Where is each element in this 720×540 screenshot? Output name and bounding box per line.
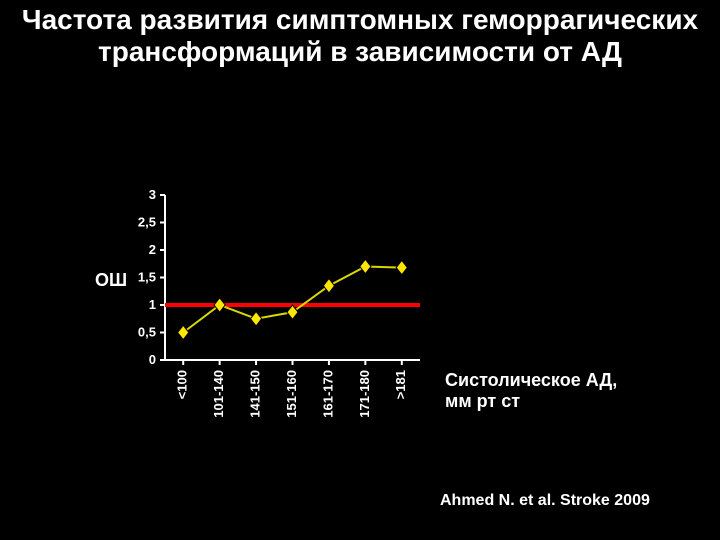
- svg-text:1,5: 1,5: [138, 270, 156, 285]
- svg-text:>181: >181: [393, 370, 408, 399]
- slide: { "title": "Частота развития симптомных …: [0, 0, 720, 540]
- svg-text:1: 1: [149, 297, 156, 312]
- svg-text:101-140: 101-140: [211, 370, 226, 418]
- svg-text:<100: <100: [175, 370, 190, 399]
- svg-text:161-170: 161-170: [320, 370, 335, 418]
- svg-text:141-150: 141-150: [248, 370, 263, 418]
- svg-text:151-160: 151-160: [284, 370, 299, 418]
- x-axis-label: Систолическое АД, мм рт ст: [445, 370, 645, 411]
- svg-text:0,5: 0,5: [138, 325, 156, 340]
- slide-title: Частота развития симптомных геморрагичес…: [0, 4, 720, 68]
- svg-text:171-180: 171-180: [357, 370, 372, 418]
- citation-text: Ahmed N. et al. Stroke 2009: [440, 492, 650, 510]
- line-chart: 0 0,5 1 1,5 2 2,5 3 <100 101-140 141-150 151-160 16…: [115, 185, 430, 430]
- svg-text:0: 0: [149, 352, 156, 367]
- svg-text:2: 2: [149, 242, 156, 257]
- svg-text:3: 3: [149, 187, 156, 202]
- svg-text:2,5: 2,5: [138, 215, 156, 230]
